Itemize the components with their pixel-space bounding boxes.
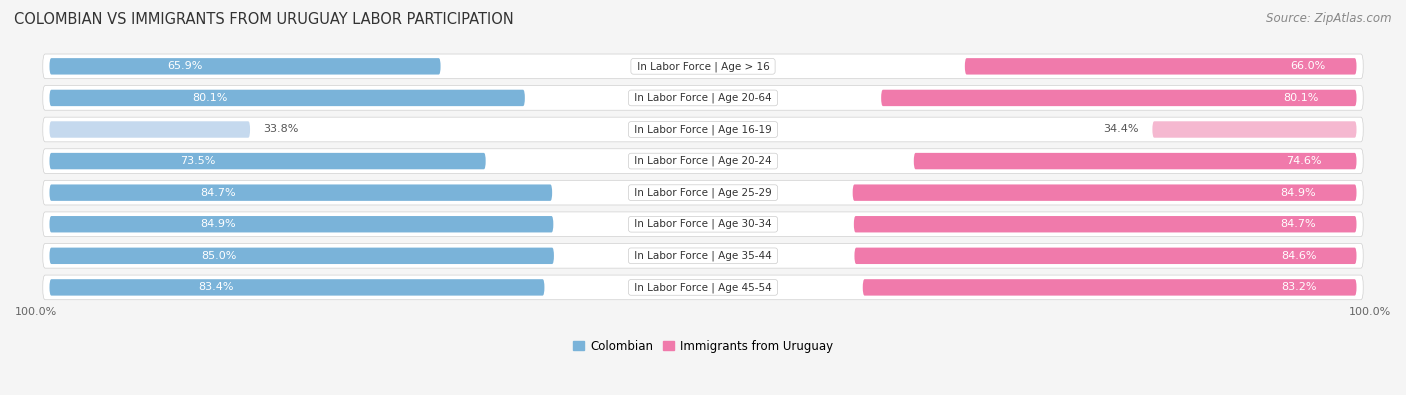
FancyBboxPatch shape (1153, 121, 1357, 138)
Text: COLOMBIAN VS IMMIGRANTS FROM URUGUAY LABOR PARTICIPATION: COLOMBIAN VS IMMIGRANTS FROM URUGUAY LAB… (14, 12, 513, 27)
FancyBboxPatch shape (49, 248, 554, 264)
Text: 34.4%: 34.4% (1104, 124, 1139, 135)
Text: 66.0%: 66.0% (1289, 61, 1326, 71)
Text: 84.6%: 84.6% (1281, 251, 1316, 261)
Text: 73.5%: 73.5% (180, 156, 215, 166)
FancyBboxPatch shape (42, 54, 1364, 79)
Text: Source: ZipAtlas.com: Source: ZipAtlas.com (1267, 12, 1392, 25)
Text: 65.9%: 65.9% (167, 61, 202, 71)
FancyBboxPatch shape (49, 121, 250, 138)
Text: In Labor Force | Age > 16: In Labor Force | Age > 16 (634, 61, 772, 71)
FancyBboxPatch shape (42, 275, 1364, 300)
Text: In Labor Force | Age 20-24: In Labor Force | Age 20-24 (631, 156, 775, 166)
Text: 85.0%: 85.0% (201, 251, 236, 261)
FancyBboxPatch shape (49, 216, 554, 232)
FancyBboxPatch shape (42, 243, 1364, 268)
Text: In Labor Force | Age 30-34: In Labor Force | Age 30-34 (631, 219, 775, 229)
FancyBboxPatch shape (863, 279, 1357, 295)
FancyBboxPatch shape (914, 153, 1357, 169)
Text: In Labor Force | Age 25-29: In Labor Force | Age 25-29 (631, 187, 775, 198)
FancyBboxPatch shape (42, 212, 1364, 237)
FancyBboxPatch shape (42, 117, 1364, 142)
FancyBboxPatch shape (42, 149, 1364, 173)
Text: 84.9%: 84.9% (1281, 188, 1316, 198)
FancyBboxPatch shape (852, 184, 1357, 201)
Text: 80.1%: 80.1% (1284, 93, 1319, 103)
Text: 84.7%: 84.7% (200, 188, 236, 198)
Text: 80.1%: 80.1% (193, 93, 228, 103)
FancyBboxPatch shape (42, 181, 1364, 205)
FancyBboxPatch shape (853, 216, 1357, 232)
Text: 84.9%: 84.9% (201, 219, 236, 229)
Text: 83.4%: 83.4% (198, 282, 233, 292)
FancyBboxPatch shape (965, 58, 1357, 75)
FancyBboxPatch shape (855, 248, 1357, 264)
FancyBboxPatch shape (49, 58, 440, 75)
Text: 84.7%: 84.7% (1281, 219, 1316, 229)
Text: In Labor Force | Age 35-44: In Labor Force | Age 35-44 (631, 250, 775, 261)
FancyBboxPatch shape (49, 279, 544, 295)
FancyBboxPatch shape (49, 90, 524, 106)
Text: In Labor Force | Age 45-54: In Labor Force | Age 45-54 (631, 282, 775, 293)
Text: In Labor Force | Age 16-19: In Labor Force | Age 16-19 (631, 124, 775, 135)
FancyBboxPatch shape (882, 90, 1357, 106)
Text: In Labor Force | Age 20-64: In Labor Force | Age 20-64 (631, 93, 775, 103)
FancyBboxPatch shape (49, 153, 485, 169)
Text: 83.2%: 83.2% (1281, 282, 1317, 292)
FancyBboxPatch shape (42, 86, 1364, 110)
Text: 74.6%: 74.6% (1285, 156, 1322, 166)
FancyBboxPatch shape (49, 184, 553, 201)
Legend: Colombian, Immigrants from Uruguay: Colombian, Immigrants from Uruguay (572, 340, 834, 353)
Text: 33.8%: 33.8% (263, 124, 299, 135)
